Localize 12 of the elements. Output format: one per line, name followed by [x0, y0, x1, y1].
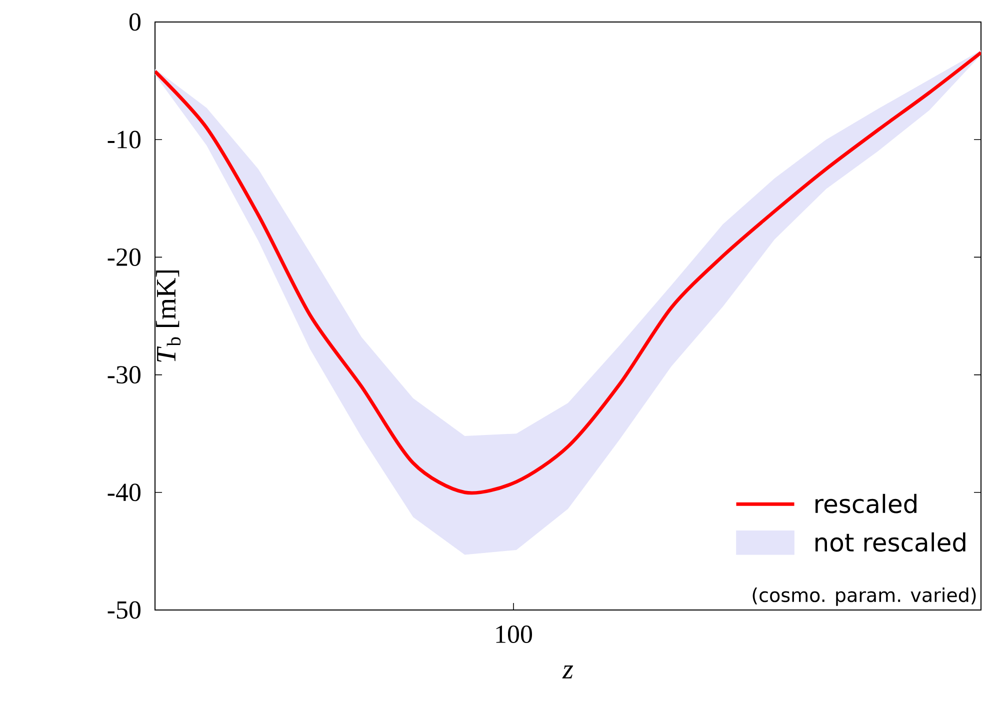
x-axis-title: z — [562, 666, 574, 678]
y-tick-label: -40 — [108, 484, 140, 502]
text: 100 — [496, 626, 532, 644]
y-tick-label: -50 — [108, 601, 140, 619]
y-tick-label: -20 — [108, 248, 140, 266]
y-axis-title: T$_{b}$ [mK] — [156, 270, 181, 362]
y-tick-label: -30 — [108, 366, 140, 384]
y-tick-label: -10 — [108, 130, 140, 148]
y-tick-label: 0 — [129, 13, 140, 31]
legend-label: not rescaled — [816, 532, 966, 552]
annotation: (cosmo. param. varied) — [752, 587, 976, 606]
legend-label: rescaled — [816, 494, 916, 514]
